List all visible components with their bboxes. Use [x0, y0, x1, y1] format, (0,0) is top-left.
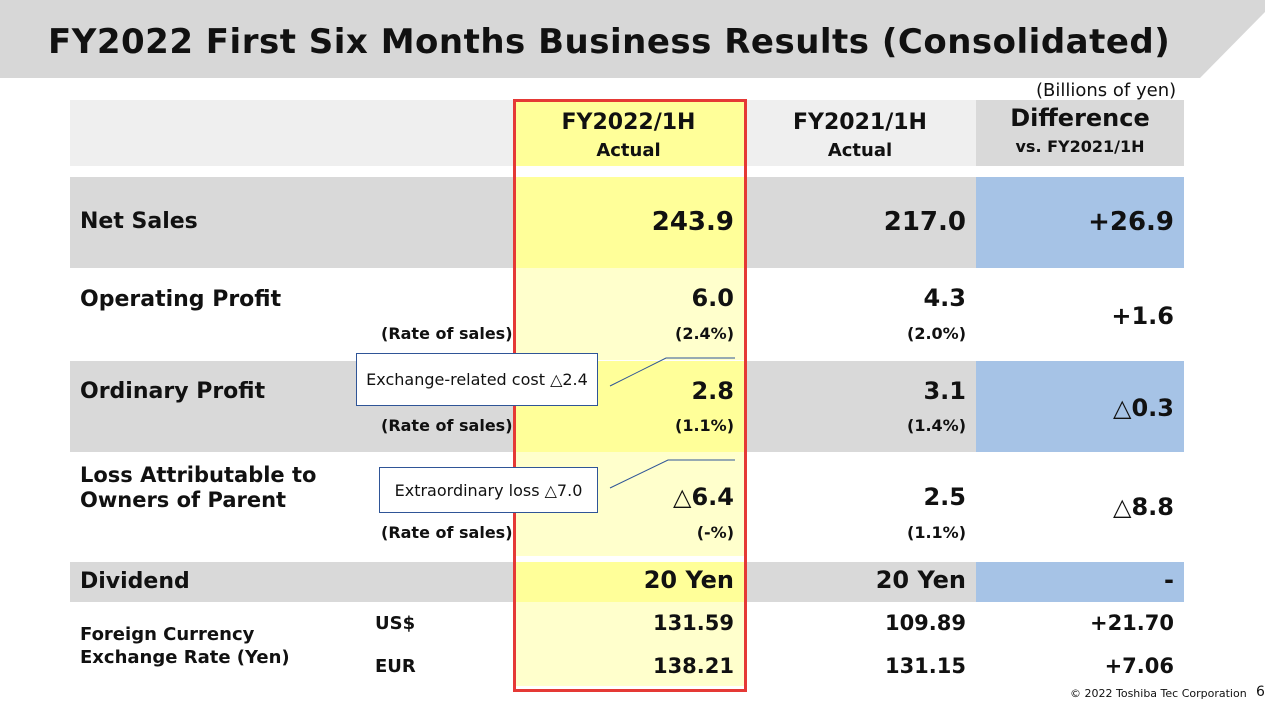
title-bar — [0, 0, 1265, 78]
dividend-fy2022-bg — [513, 562, 744, 602]
loss-label-line1: Loss Attributable to — [80, 463, 317, 487]
ord-profit-label: Ordinary Profit — [80, 379, 266, 404]
unit-note: (Billions of yen) — [1036, 80, 1177, 101]
fx-eur-fy2022: 138.21 — [652, 654, 734, 678]
net-sales-label: Net Sales — [80, 209, 198, 234]
net-sales-fy2022-bg — [513, 177, 744, 268]
net-sales-fy2022: 243.9 — [651, 207, 734, 237]
loss-fy2021-rate: (1.1%) — [907, 523, 966, 542]
op-profit-label: Operating Profit — [80, 287, 282, 312]
loss-diff: △8.8 — [1113, 493, 1174, 521]
ord-profit-fy2021-bg — [744, 361, 976, 452]
exchange-cost-callout: Exchange-related cost △2.4 — [356, 353, 598, 406]
fx-usd-fy2021: 109.89 — [884, 611, 966, 635]
dividend-fy2022: 20 Yen — [643, 566, 734, 594]
fx-eur-label: EUR — [375, 656, 416, 677]
col-header-fy2022-line2: Actual — [596, 140, 661, 162]
dividend-diff-bg — [976, 562, 1184, 602]
ord-profit-diff: △0.3 — [1113, 394, 1174, 422]
fx-label-line1: Foreign Currency — [80, 624, 255, 645]
col-header-fy2022-line1: FY2022/1H — [561, 110, 696, 135]
net-sales-label-bg — [70, 177, 513, 268]
ord-profit-fy2021: 3.1 — [923, 377, 966, 405]
op-profit-fy2022: 6.0 — [691, 284, 734, 312]
fx-label-line2: Exchange Rate (Yen) — [80, 647, 290, 668]
fx-usd-label: US$ — [375, 613, 416, 634]
dividend-label-bg — [70, 562, 513, 602]
header-fy2022-cell — [513, 100, 744, 166]
loss-fy2022: △6.4 — [673, 483, 734, 511]
page-number: 6 — [1256, 684, 1265, 700]
loss-fy2021: 2.5 — [923, 483, 966, 511]
ord-profit-diff-bg — [976, 361, 1184, 452]
col-header-diff-line1: Difference — [1010, 104, 1150, 132]
dividend-diff: - — [1164, 566, 1174, 594]
header-diff-cell — [976, 100, 1184, 166]
op-profit-fy2022-rate: (2.4%) — [675, 324, 734, 343]
op-profit-diff: +1.6 — [1111, 302, 1174, 330]
dividend-label: Dividend — [80, 569, 190, 594]
dividend-fy2021-bg — [744, 562, 976, 602]
col-header-diff: Difference vs. FY2021/1H — [976, 104, 1184, 156]
col-header-diff-line2: vs. FY2021/1H — [1015, 136, 1145, 156]
fx-eur-diff: +7.06 — [1104, 654, 1174, 678]
loss-label-line2: Owners of Parent — [80, 488, 287, 512]
header-label-cell — [70, 100, 513, 166]
op-profit-fy2021: 4.3 — [923, 284, 966, 312]
ord-profit-fy2021-rate: (1.4%) — [907, 416, 966, 435]
ord-profit-fy2022: 2.8 — [691, 377, 734, 405]
fx-usd-diff: +21.70 — [1089, 611, 1174, 635]
op-profit-fy2021-rate: (2.0%) — [907, 324, 966, 343]
extraordinary-callout-line — [609, 459, 735, 489]
col-header-fy2021-line1: FY2021/1H — [793, 110, 927, 135]
ord-profit-rate-label: (Rate of sales) — [381, 416, 513, 435]
loss-rate-label: (Rate of sales) — [381, 523, 513, 542]
net-sales-fy2021: 217.0 — [883, 207, 966, 237]
loss-fy2022-rate: (-%) — [696, 523, 734, 542]
net-sales-diff: +26.9 — [1088, 207, 1174, 237]
op-profit-rate-label: (Rate of sales) — [381, 324, 513, 343]
exchange-callout-line — [609, 357, 735, 387]
extraordinary-loss-callout: Extraordinary loss △7.0 — [379, 467, 598, 513]
net-sales-fy2021-bg — [744, 177, 976, 268]
fx-label: Foreign Currency Exchange Rate (Yen) — [80, 623, 290, 669]
loss-label: Loss Attributable to Owners of Parent — [80, 463, 316, 513]
page-title: FY2022 First Six Months Business Results… — [48, 22, 1171, 62]
dividend-fy2021: 20 Yen — [875, 566, 966, 594]
copyright-footer: © 2022 Toshiba Tec Corporation — [1070, 687, 1247, 700]
fx-eur-fy2021: 131.15 — [884, 654, 966, 678]
fx-fy2022-bg — [513, 602, 744, 686]
fx-usd-fy2022: 131.59 — [652, 611, 734, 635]
col-header-fy2022: FY2022/1H Actual — [513, 110, 744, 162]
header-fy2021-cell — [744, 100, 976, 166]
col-header-fy2021: FY2021/1H Actual — [744, 110, 976, 162]
col-header-fy2021-line2: Actual — [827, 140, 893, 162]
ord-profit-fy2022-rate: (1.1%) — [675, 416, 734, 435]
net-sales-diff-bg — [976, 177, 1184, 268]
op-profit-fy2022-bg — [513, 268, 744, 360]
